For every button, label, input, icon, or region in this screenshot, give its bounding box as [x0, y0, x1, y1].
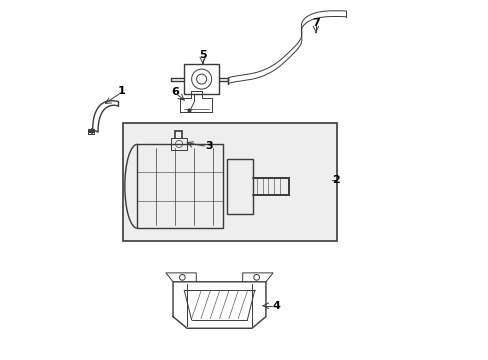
Bar: [88, 129, 94, 134]
Text: 6: 6: [170, 87, 179, 98]
Bar: [183, 64, 219, 94]
Text: 3: 3: [204, 141, 212, 151]
Text: 2: 2: [331, 175, 339, 185]
Text: 4: 4: [272, 301, 280, 311]
Bar: [123, 123, 337, 241]
Text: 1: 1: [117, 86, 125, 96]
Bar: [226, 158, 253, 214]
Text: 5: 5: [199, 50, 206, 60]
Bar: [137, 144, 223, 228]
Bar: [171, 138, 187, 150]
Text: 7: 7: [311, 18, 319, 28]
